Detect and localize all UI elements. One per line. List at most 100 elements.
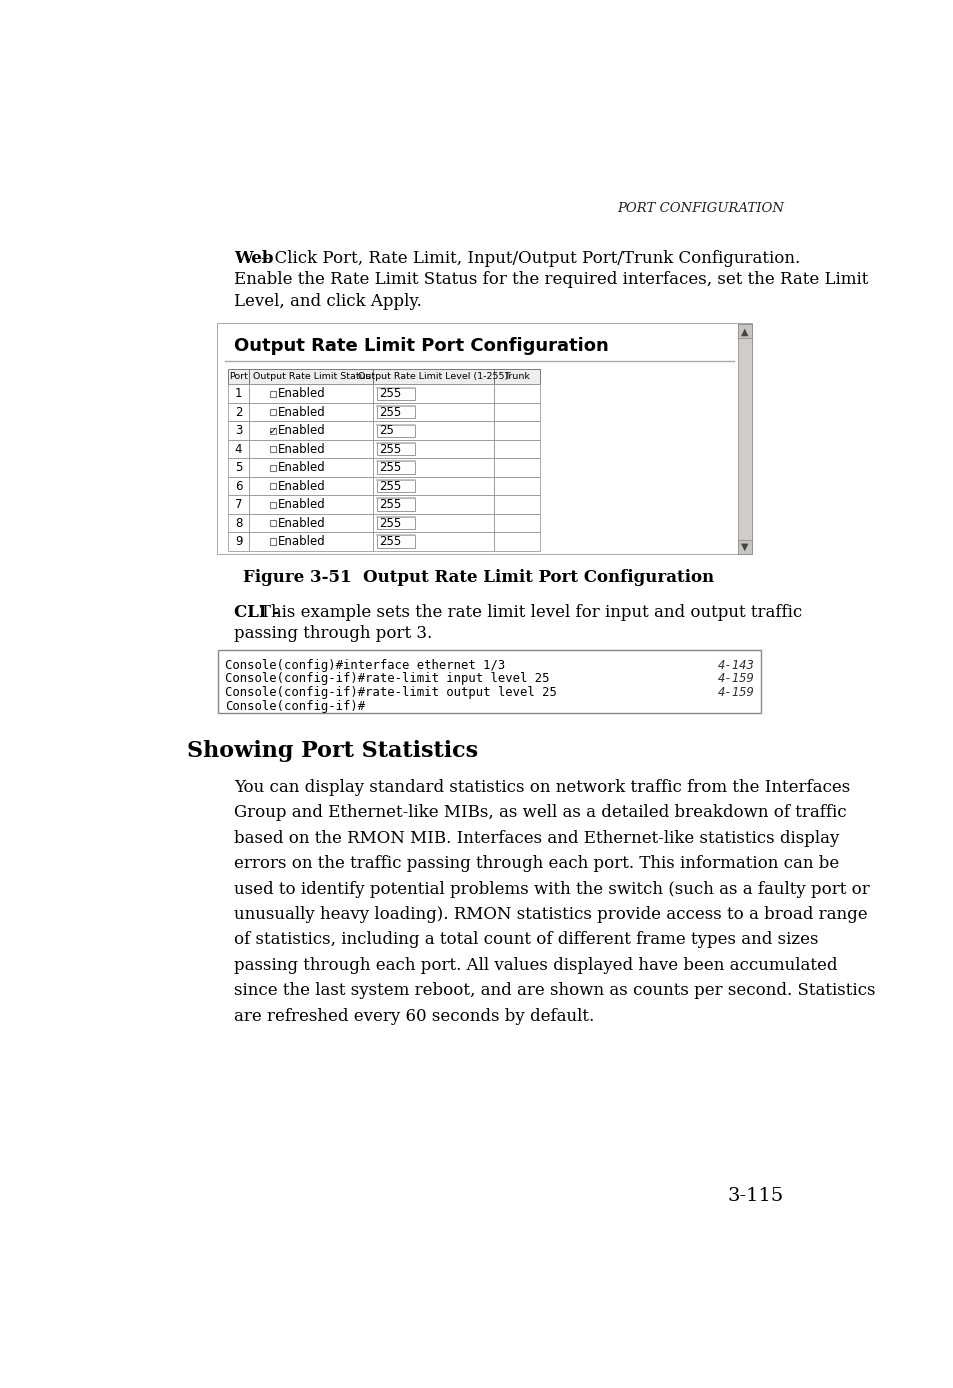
Bar: [218, 650, 760, 713]
Bar: [373, 422, 493, 440]
Text: PORT CONFIGURATION: PORT CONFIGURATION: [617, 203, 783, 215]
Text: 1: 1: [234, 387, 242, 400]
Text: – Click Port, Rate Limit, Input/Output Port/Trunk Configuration.: – Click Port, Rate Limit, Input/Output P…: [261, 250, 800, 266]
Text: 255: 255: [378, 516, 400, 530]
Bar: [218, 325, 737, 554]
Bar: [270, 446, 275, 452]
Text: Console(config)#interface ethernet 1/3: Console(config)#interface ethernet 1/3: [224, 658, 504, 672]
Bar: [493, 514, 539, 533]
Bar: [737, 325, 751, 339]
Bar: [493, 369, 539, 384]
Text: 4-159: 4-159: [717, 686, 754, 700]
Text: Web: Web: [233, 250, 274, 266]
Text: 255: 255: [378, 405, 400, 419]
Text: This example sets the rate limit level for input and output traffic: This example sets the rate limit level f…: [260, 604, 801, 620]
Bar: [270, 409, 275, 415]
Bar: [249, 403, 373, 422]
Bar: [493, 440, 539, 458]
Text: 255: 255: [378, 387, 400, 400]
Bar: [249, 369, 373, 384]
Text: Enabled: Enabled: [278, 480, 326, 493]
Text: 255: 255: [378, 461, 400, 475]
Bar: [249, 514, 373, 533]
Bar: [376, 498, 415, 511]
Text: 4-159: 4-159: [717, 672, 754, 686]
Bar: [249, 384, 373, 403]
Bar: [228, 533, 249, 551]
Bar: [249, 496, 373, 514]
Text: Enabled: Enabled: [278, 461, 326, 475]
Text: 255: 255: [378, 480, 400, 493]
Text: 5: 5: [234, 461, 242, 475]
Bar: [376, 425, 415, 437]
Bar: [493, 403, 539, 422]
Text: Output Rate Limit Port Configuration: Output Rate Limit Port Configuration: [233, 337, 608, 355]
Bar: [493, 533, 539, 551]
Text: Level, and click Apply.: Level, and click Apply.: [233, 293, 421, 310]
Text: 8: 8: [234, 516, 242, 530]
Text: 25: 25: [378, 425, 394, 437]
Text: 3-115: 3-115: [727, 1187, 783, 1205]
Bar: [373, 533, 493, 551]
Bar: [373, 403, 493, 422]
Bar: [249, 422, 373, 440]
Text: 255: 255: [378, 443, 400, 455]
Text: Enabled: Enabled: [278, 443, 326, 455]
Bar: [249, 477, 373, 496]
Bar: [228, 477, 249, 496]
Bar: [228, 496, 249, 514]
Text: ▼: ▼: [740, 541, 748, 552]
Bar: [270, 428, 275, 434]
Bar: [376, 536, 415, 548]
Bar: [228, 369, 249, 384]
Text: 255: 255: [378, 498, 400, 511]
Text: ✓: ✓: [268, 426, 276, 436]
Bar: [376, 407, 415, 418]
Bar: [493, 422, 539, 440]
Bar: [249, 440, 373, 458]
Bar: [376, 387, 415, 400]
Text: 6: 6: [234, 480, 242, 493]
Text: Port: Port: [229, 372, 248, 382]
Bar: [270, 465, 275, 471]
Bar: [228, 440, 249, 458]
Bar: [270, 483, 275, 489]
Bar: [376, 461, 415, 473]
Text: Enabled: Enabled: [278, 387, 326, 400]
Text: Output Rate Limit Level (1-255): Output Rate Limit Level (1-255): [358, 372, 508, 382]
Bar: [493, 458, 539, 477]
Text: Enable the Rate Limit Status for the required interfaces, set the Rate Limit: Enable the Rate Limit Status for the req…: [233, 271, 867, 289]
Text: Enabled: Enabled: [278, 498, 326, 511]
Text: Enabled: Enabled: [278, 516, 326, 530]
Bar: [270, 520, 275, 526]
Bar: [493, 477, 539, 496]
Bar: [493, 496, 539, 514]
Bar: [373, 369, 493, 384]
Bar: [737, 540, 751, 554]
Text: ▲: ▲: [740, 326, 748, 336]
Bar: [373, 496, 493, 514]
Text: Enabled: Enabled: [278, 534, 326, 548]
Bar: [373, 384, 493, 403]
Text: 255: 255: [378, 534, 400, 548]
Text: passing through port 3.: passing through port 3.: [233, 626, 432, 643]
Text: Showing Port Statistics: Showing Port Statistics: [187, 740, 478, 762]
Bar: [373, 477, 493, 496]
Bar: [228, 514, 249, 533]
Text: Console(config-if)#: Console(config-if)#: [224, 700, 364, 713]
Bar: [373, 458, 493, 477]
Text: Enabled: Enabled: [278, 405, 326, 419]
Bar: [228, 384, 249, 403]
Bar: [737, 325, 751, 554]
Text: 4: 4: [234, 443, 242, 455]
Text: Enabled: Enabled: [278, 425, 326, 437]
Bar: [373, 514, 493, 533]
Text: 7: 7: [234, 498, 242, 511]
Text: Figure 3-51  Output Rate Limit Port Configuration: Figure 3-51 Output Rate Limit Port Confi…: [242, 569, 713, 586]
Text: Console(config-if)#rate-limit output level 25: Console(config-if)#rate-limit output lev…: [224, 686, 556, 700]
Text: 2: 2: [234, 405, 242, 419]
Bar: [249, 458, 373, 477]
Text: 3: 3: [234, 425, 242, 437]
Text: CLI -: CLI -: [233, 604, 279, 620]
Bar: [493, 384, 539, 403]
